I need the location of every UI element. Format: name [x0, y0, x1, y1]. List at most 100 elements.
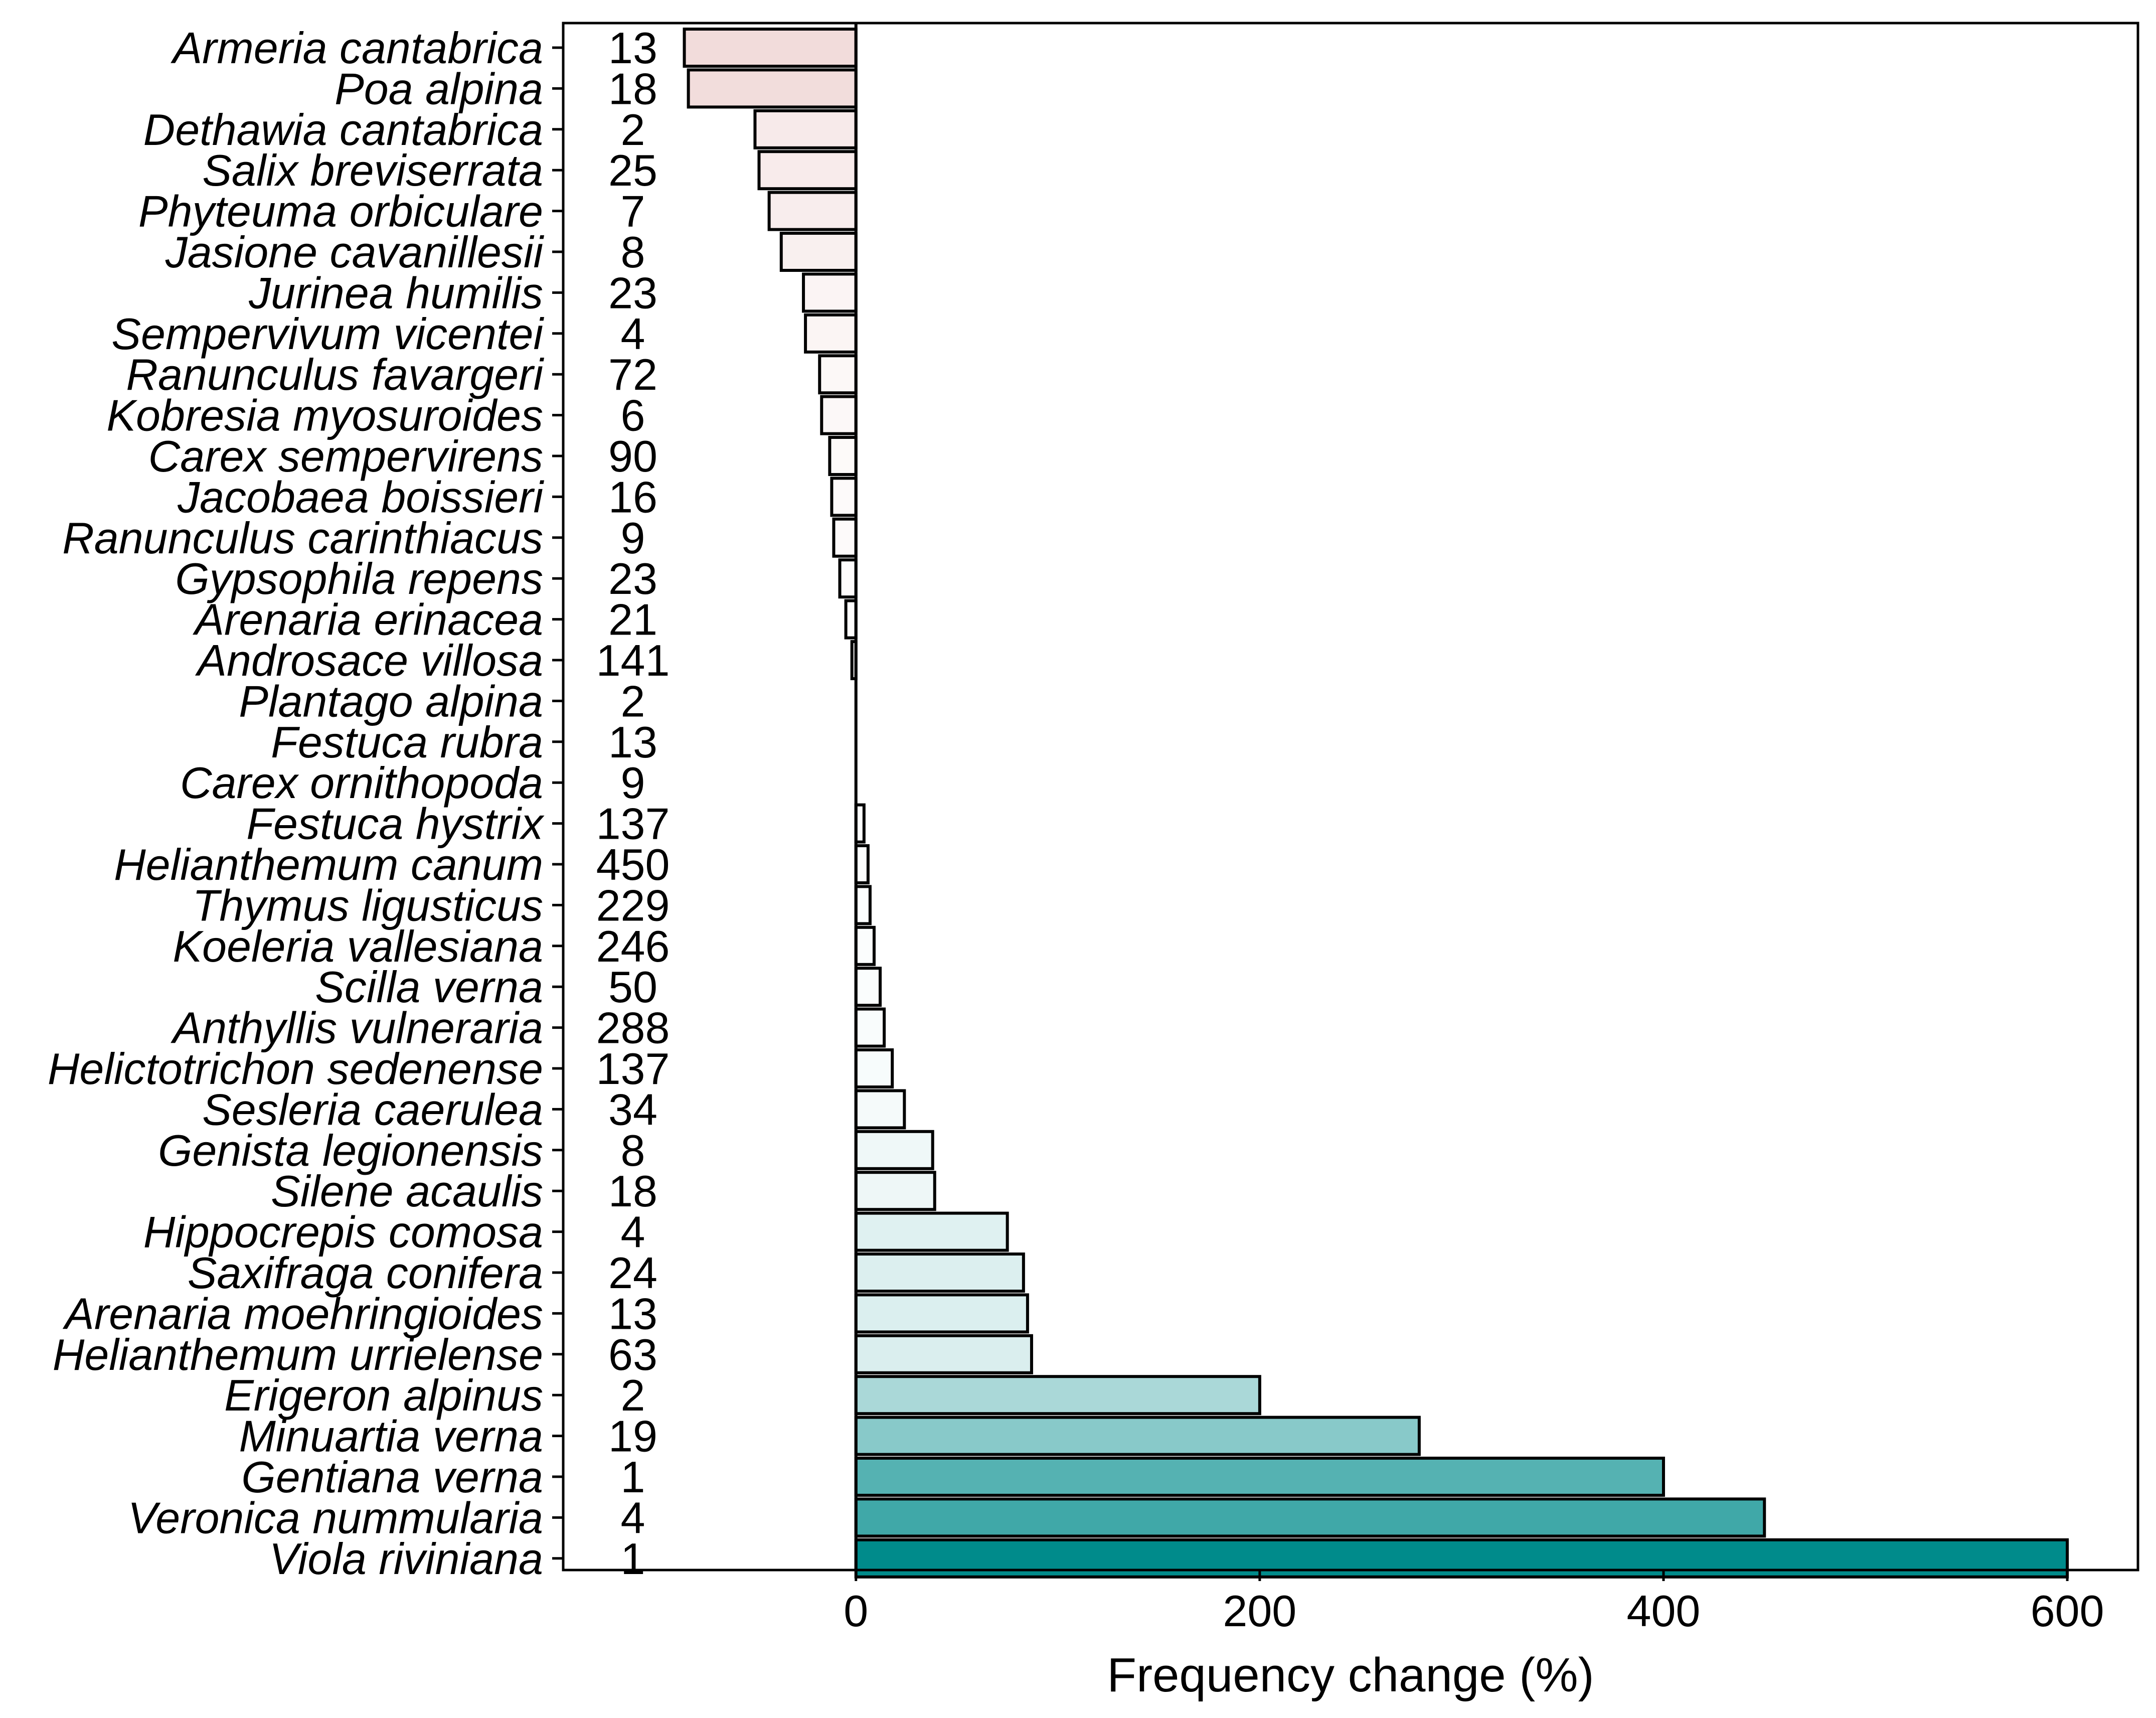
species-label: Sempervivum vicentei — [111, 309, 544, 359]
bar — [854, 844, 870, 884]
species-label: Androsace villosa — [195, 636, 543, 685]
count-label: 63 — [608, 1330, 657, 1379]
bar — [854, 1048, 894, 1088]
bar — [767, 191, 858, 231]
species-label: Armeria cantabrica — [170, 23, 543, 73]
bar — [820, 395, 858, 435]
species-label: Helianthemum canum — [114, 840, 543, 889]
bar — [757, 150, 858, 191]
count-label: 9 — [621, 758, 645, 808]
count-label: 18 — [608, 1166, 657, 1216]
count-label: 2 — [621, 105, 645, 154]
bar — [854, 1211, 1009, 1252]
count-label: 1 — [621, 1534, 645, 1584]
bar — [804, 313, 858, 354]
count-label: 4 — [621, 309, 645, 359]
count-label: 90 — [608, 431, 657, 481]
bar — [779, 232, 858, 272]
bar — [854, 1007, 886, 1048]
x-tick-label: 0 — [844, 1586, 868, 1636]
species-label: Poa alpina — [335, 64, 543, 113]
count-label: 1 — [621, 1452, 645, 1502]
x-tick-label: 600 — [2031, 1586, 2104, 1636]
species-label: Ranunculus favargeri — [126, 350, 544, 399]
species-label: Erigeron alpinus — [224, 1370, 543, 1420]
count-label: 137 — [596, 799, 670, 849]
count-label: 13 — [608, 717, 657, 767]
species-label: Silene acaulis — [271, 1166, 543, 1216]
species-label: Festuca rubra — [271, 717, 543, 767]
species-label: Gentiana verna — [241, 1452, 543, 1502]
count-label: 23 — [608, 554, 657, 603]
species-label: Jasione cavanillesii — [165, 227, 545, 277]
bar — [828, 436, 858, 476]
species-label: Jacobaea boissieri — [177, 472, 544, 522]
count-label: 21 — [608, 595, 657, 645]
bar — [854, 1457, 1665, 1497]
count-label: 4 — [621, 1493, 645, 1542]
species-label: Plantago alpina — [239, 676, 543, 726]
bar — [802, 272, 858, 313]
species-label: Gypsophila repens — [175, 554, 543, 603]
species-label: Viola riviniana — [269, 1534, 543, 1584]
bar — [854, 1293, 1029, 1334]
bar — [844, 599, 858, 640]
species-label: Anthyllis vulneraria — [170, 1003, 543, 1053]
x-tick-label: 400 — [1627, 1586, 1701, 1636]
bar — [854, 1334, 1033, 1374]
count-label: 450 — [596, 840, 670, 889]
count-label: 8 — [621, 1126, 645, 1175]
species-label: Salix breviserrata — [202, 145, 543, 195]
bar — [854, 1253, 1025, 1293]
species-label: Dethawia cantabrica — [143, 105, 543, 154]
species-label: Hippocrepis comosa — [143, 1207, 543, 1257]
bar — [854, 925, 876, 966]
species-label: Minuartia verna — [239, 1412, 543, 1461]
species-label: Sesleria caerulea — [202, 1084, 543, 1134]
species-label: Arenaria erinacea — [192, 595, 543, 645]
species-label: Scilla verna — [315, 962, 543, 1012]
count-label: 2 — [621, 676, 645, 726]
count-label: 2 — [621, 1370, 645, 1420]
bar — [854, 1497, 1766, 1538]
bars-group — [683, 28, 2069, 1579]
bar — [818, 354, 858, 395]
species-label: Arenaria moehringioides — [62, 1289, 543, 1338]
bar — [753, 109, 858, 149]
count-label: 25 — [608, 145, 657, 195]
count-label: 8 — [621, 227, 645, 277]
count-label: 6 — [621, 391, 645, 440]
species-label: Festuca hystrix — [246, 799, 545, 849]
count-label: 34 — [608, 1084, 657, 1134]
species-label: Jurinea humilis — [248, 268, 543, 318]
species-label: Carex ornithopoda — [180, 758, 543, 808]
bar — [854, 1171, 936, 1211]
x-axis-title: Frequency change (%) — [1107, 1648, 1594, 1702]
count-label: 229 — [596, 880, 670, 930]
x-tick-label: 200 — [1223, 1586, 1296, 1636]
bar — [687, 68, 858, 109]
count-label: 288 — [596, 1003, 670, 1053]
count-label: 19 — [608, 1412, 657, 1461]
count-label: 246 — [596, 921, 670, 971]
species-label: Helianthemum urrielense — [53, 1330, 543, 1379]
bar — [854, 1375, 1261, 1416]
x-axis: 0 200 400 600 — [844, 1570, 2104, 1636]
bar — [854, 1130, 934, 1170]
species-label: Saxifraga conifera — [188, 1248, 543, 1298]
count-label: 18 — [608, 64, 657, 113]
count-label: 24 — [608, 1248, 657, 1298]
species-label: Genista legionensis — [158, 1126, 543, 1175]
count-label: 4 — [621, 1207, 645, 1257]
count-label: 23 — [608, 268, 657, 318]
bar — [854, 1089, 906, 1130]
species-label: Veronica nummularia — [128, 1493, 543, 1542]
bar — [854, 1538, 2069, 1579]
bar — [854, 967, 882, 1007]
count-label: 141 — [596, 636, 670, 685]
count-label: 16 — [608, 472, 657, 522]
species-label: Kobresia myosuroides — [106, 391, 543, 440]
species-label: Carex sempervirens — [148, 431, 543, 481]
